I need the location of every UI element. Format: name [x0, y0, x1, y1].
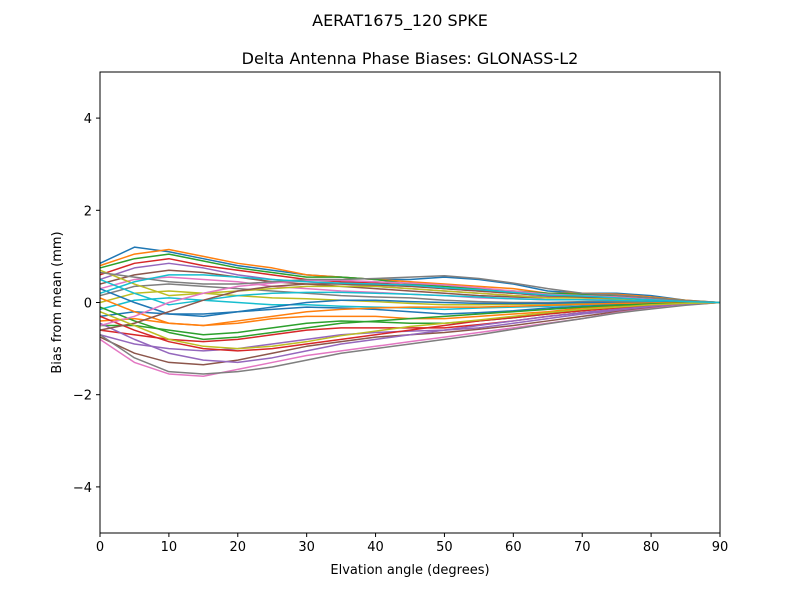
x-tick-label: 40: [367, 540, 384, 555]
series-line-24: [99, 301, 721, 352]
series-line-22: [99, 297, 720, 327]
series-line-8: [99, 283, 721, 304]
x-tick-label: 60: [505, 540, 522, 555]
y-tick-label: −4: [73, 481, 92, 496]
x-tick-label: 30: [298, 540, 315, 555]
x-axis-label: Elvation angle (degrees): [330, 563, 489, 578]
series-line-30: [99, 274, 721, 304]
series-line-23: [99, 301, 721, 341]
series-line-25: [99, 301, 721, 364]
chart-suptitle: AERAT1675_120 SPKE: [312, 11, 488, 31]
x-tick-label: 80: [643, 540, 660, 555]
x-axis-ticks: 0 10 20 30 40 50 60 70 80 90: [96, 533, 728, 555]
series-line-29: [99, 301, 721, 350]
y-tick-label: −2: [73, 389, 92, 404]
x-tick-label: 90: [712, 540, 729, 555]
y-axis-label: Bias from mean (mm): [50, 231, 65, 373]
series-line-1: [99, 246, 721, 304]
x-tick-label: 50: [436, 540, 453, 555]
series-line-27: [99, 279, 721, 327]
series-line-18: [99, 301, 721, 375]
x-tick-label: 10: [161, 540, 178, 555]
x-tick-label: 0: [96, 540, 104, 555]
chart-title: Delta Antenna Phase Biases: GLONASS-L2: [242, 49, 579, 68]
series-line-15: [99, 301, 721, 352]
y-tick-label: 4: [84, 112, 92, 127]
x-tick-label: 20: [230, 540, 247, 555]
x-tick-label: 70: [574, 540, 591, 555]
series-line-21: [99, 287, 720, 318]
y-axis-ticks: −4 −2 0 2 4: [73, 112, 100, 496]
y-tick-label: 2: [84, 204, 92, 219]
series-line-2: [99, 248, 721, 304]
series-layer: [99, 246, 721, 378]
series-line-28: [99, 271, 721, 304]
y-tick-label: 0: [84, 297, 92, 312]
